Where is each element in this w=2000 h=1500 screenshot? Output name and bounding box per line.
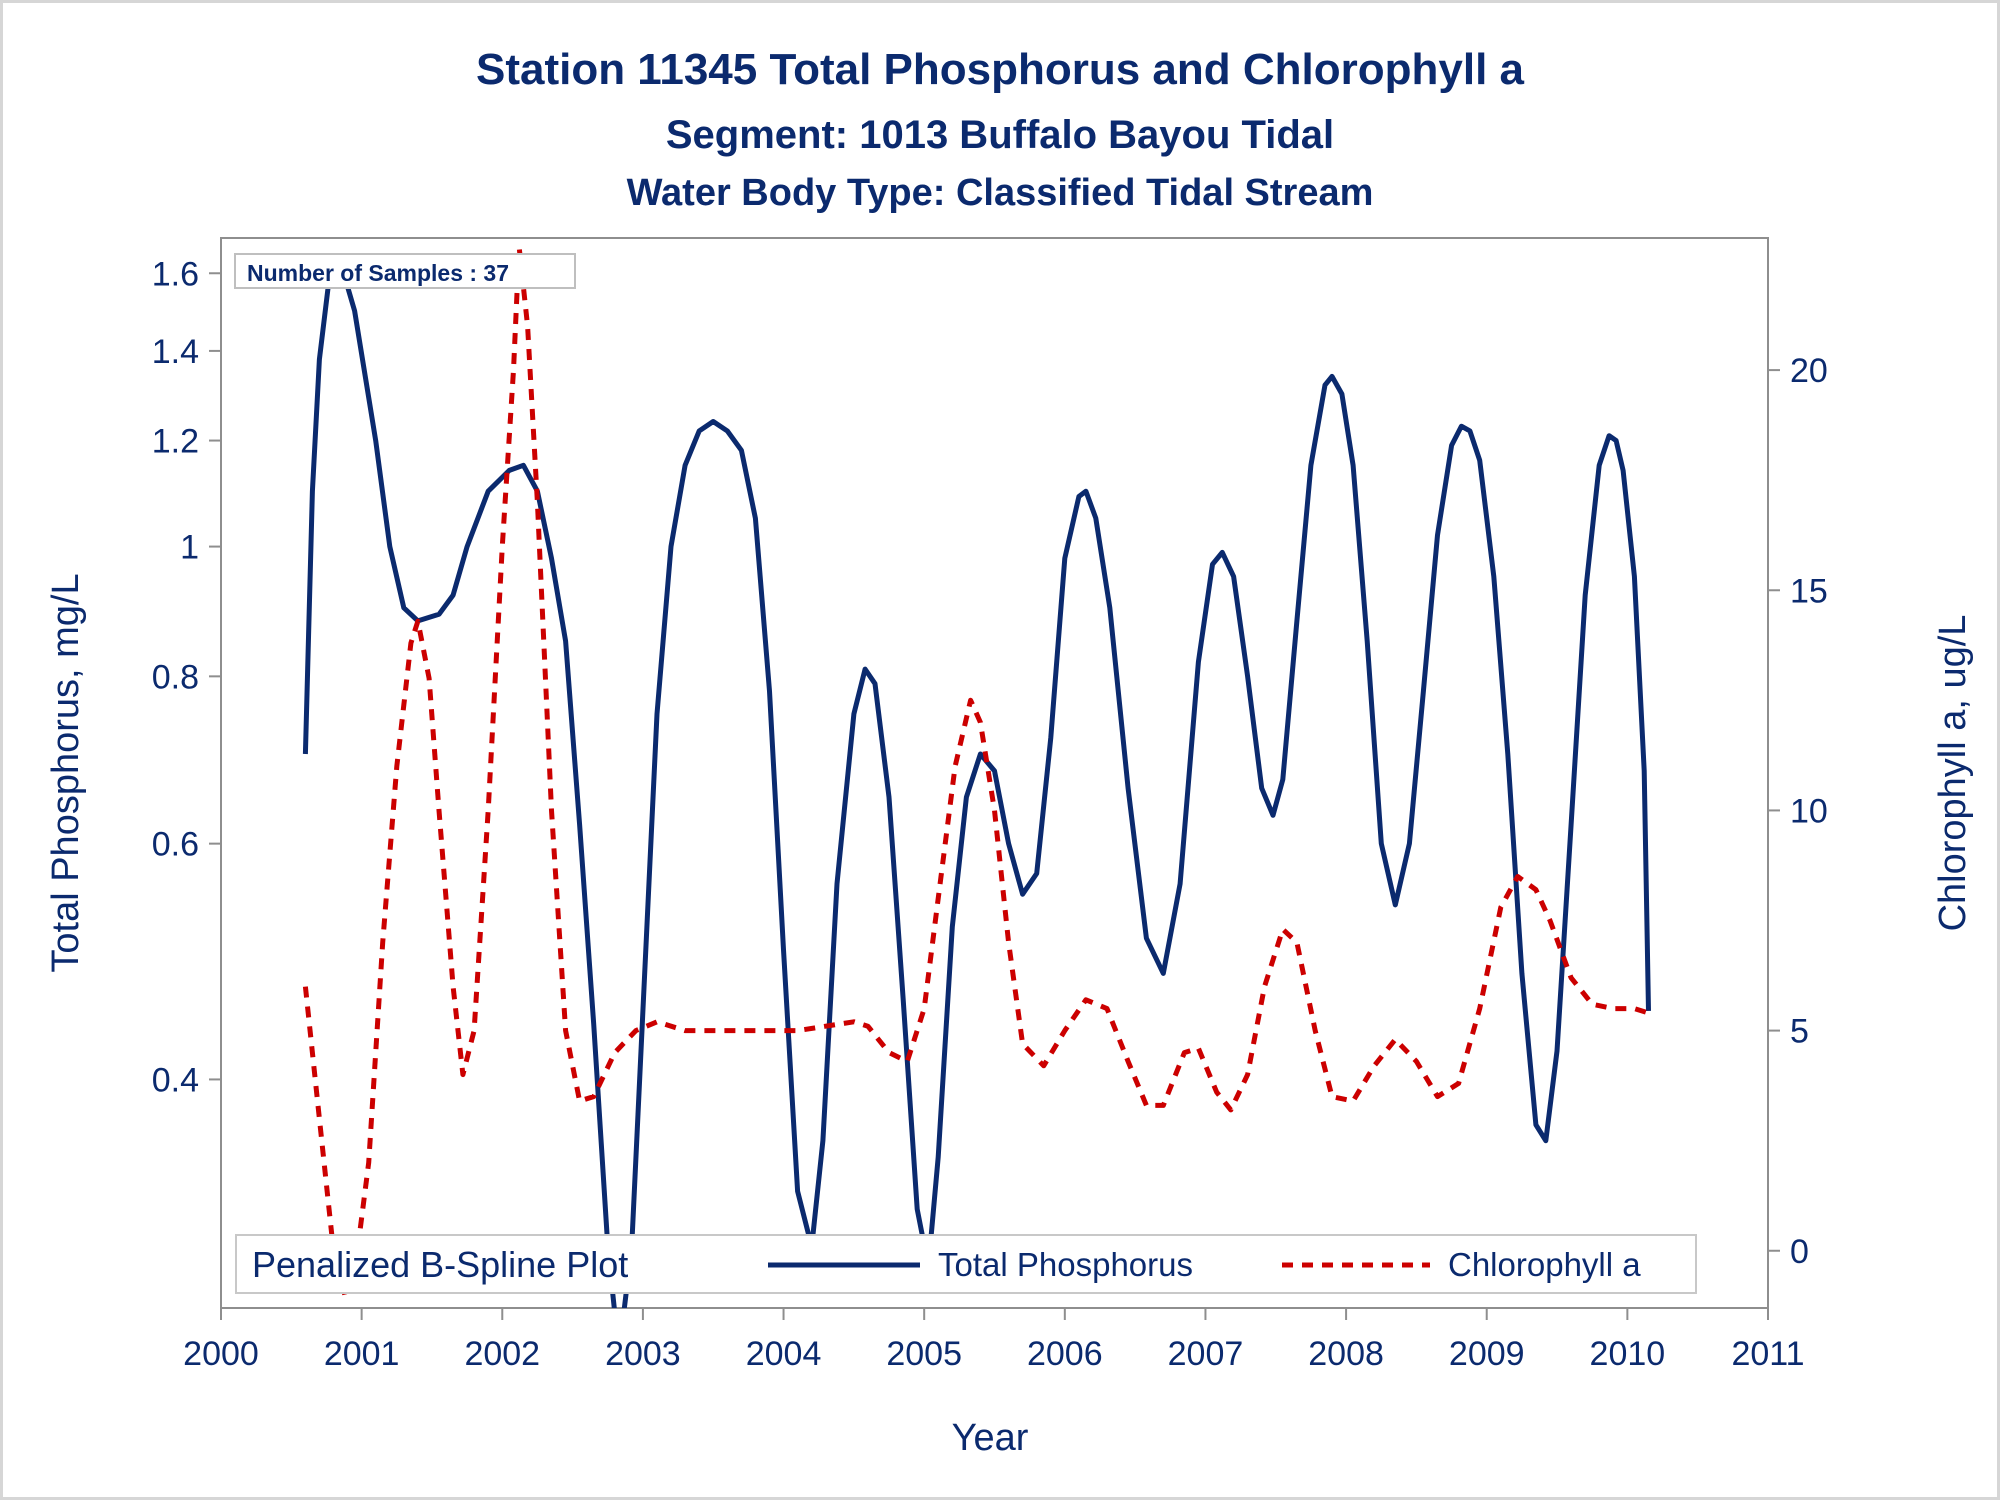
y-tick-label: 0.8 bbox=[152, 658, 199, 696]
series-line-chlorophyll-a bbox=[302, 244, 1650, 1298]
y2-tick-label: 10 bbox=[1790, 792, 1828, 830]
sample-count-text: Number of Samples : 37 bbox=[247, 260, 509, 286]
legend-title: Penalized B-Spline Plot bbox=[252, 1244, 628, 1285]
y2-tick-label: 0 bbox=[1790, 1233, 1809, 1271]
chart-subtitle: Segment: 1013 Buffalo Bayou Tidal bbox=[666, 113, 1334, 157]
x-tick-label: 2002 bbox=[464, 1335, 540, 1373]
y-tick-label: 1.4 bbox=[152, 333, 199, 371]
legend-label-total-phosphorus: Total Phosphorus bbox=[938, 1246, 1193, 1283]
x-tick-label: 2006 bbox=[1027, 1335, 1103, 1373]
chart-title: Station 11345 Total Phosphorus and Chlor… bbox=[476, 45, 1525, 94]
y-axis-label: Total Phosphorus, mg/L bbox=[45, 573, 87, 972]
y-axis-left: 0.4 0.6 0.8 1 1.2 1.4 1.6 bbox=[152, 255, 221, 1099]
x-tick-label: 2008 bbox=[1308, 1335, 1384, 1373]
x-tick-label: 2000 bbox=[183, 1335, 259, 1373]
y2-tick-label: 20 bbox=[1790, 352, 1828, 390]
chart-subtitle-2: Water Body Type: Classified Tidal Stream bbox=[627, 172, 1374, 214]
x-axis-label: Year bbox=[952, 1417, 1029, 1459]
y-tick-label: 1.6 bbox=[152, 255, 199, 293]
legend: Penalized B-Spline Plot Total Phosphorus… bbox=[235, 1234, 1697, 1294]
y-tick-label: 1.2 bbox=[152, 423, 199, 461]
y-tick-label: 0.6 bbox=[152, 826, 199, 864]
x-tick-label: 2003 bbox=[605, 1335, 681, 1373]
y-tick-label: 1 bbox=[180, 529, 199, 567]
y2-tick-label: 5 bbox=[1790, 1013, 1809, 1051]
x-tick-label: 2009 bbox=[1449, 1335, 1525, 1373]
sample-count-box: Number of Samples : 37 bbox=[234, 253, 576, 289]
x-tick-label: 2004 bbox=[746, 1335, 822, 1373]
y-tick-label: 0.4 bbox=[152, 1061, 199, 1099]
y2-tick-label: 15 bbox=[1790, 572, 1828, 610]
y-axis-right: 0 5 10 15 20 bbox=[1768, 352, 1828, 1271]
x-tick-label: 2001 bbox=[324, 1335, 400, 1373]
legend-box bbox=[235, 1234, 1697, 1294]
series-line-total-phosphorus bbox=[302, 260, 1651, 1308]
x-tick-label: 2005 bbox=[886, 1335, 962, 1373]
y2-axis-label: Chlorophyll a, ug/L bbox=[1932, 615, 1974, 932]
x-tick-label: 2011 bbox=[1731, 1335, 1804, 1373]
x-axis: 2000 2001 2002 2003 2004 2005 2006 2007 2008 2009… bbox=[183, 1308, 1805, 1373]
x-tick-label: 2007 bbox=[1168, 1335, 1244, 1373]
x-tick-label: 2010 bbox=[1590, 1335, 1666, 1373]
legend-label-chlorophyll-a: Chlorophyll a bbox=[1448, 1246, 1641, 1283]
series-layer bbox=[302, 244, 1651, 1308]
